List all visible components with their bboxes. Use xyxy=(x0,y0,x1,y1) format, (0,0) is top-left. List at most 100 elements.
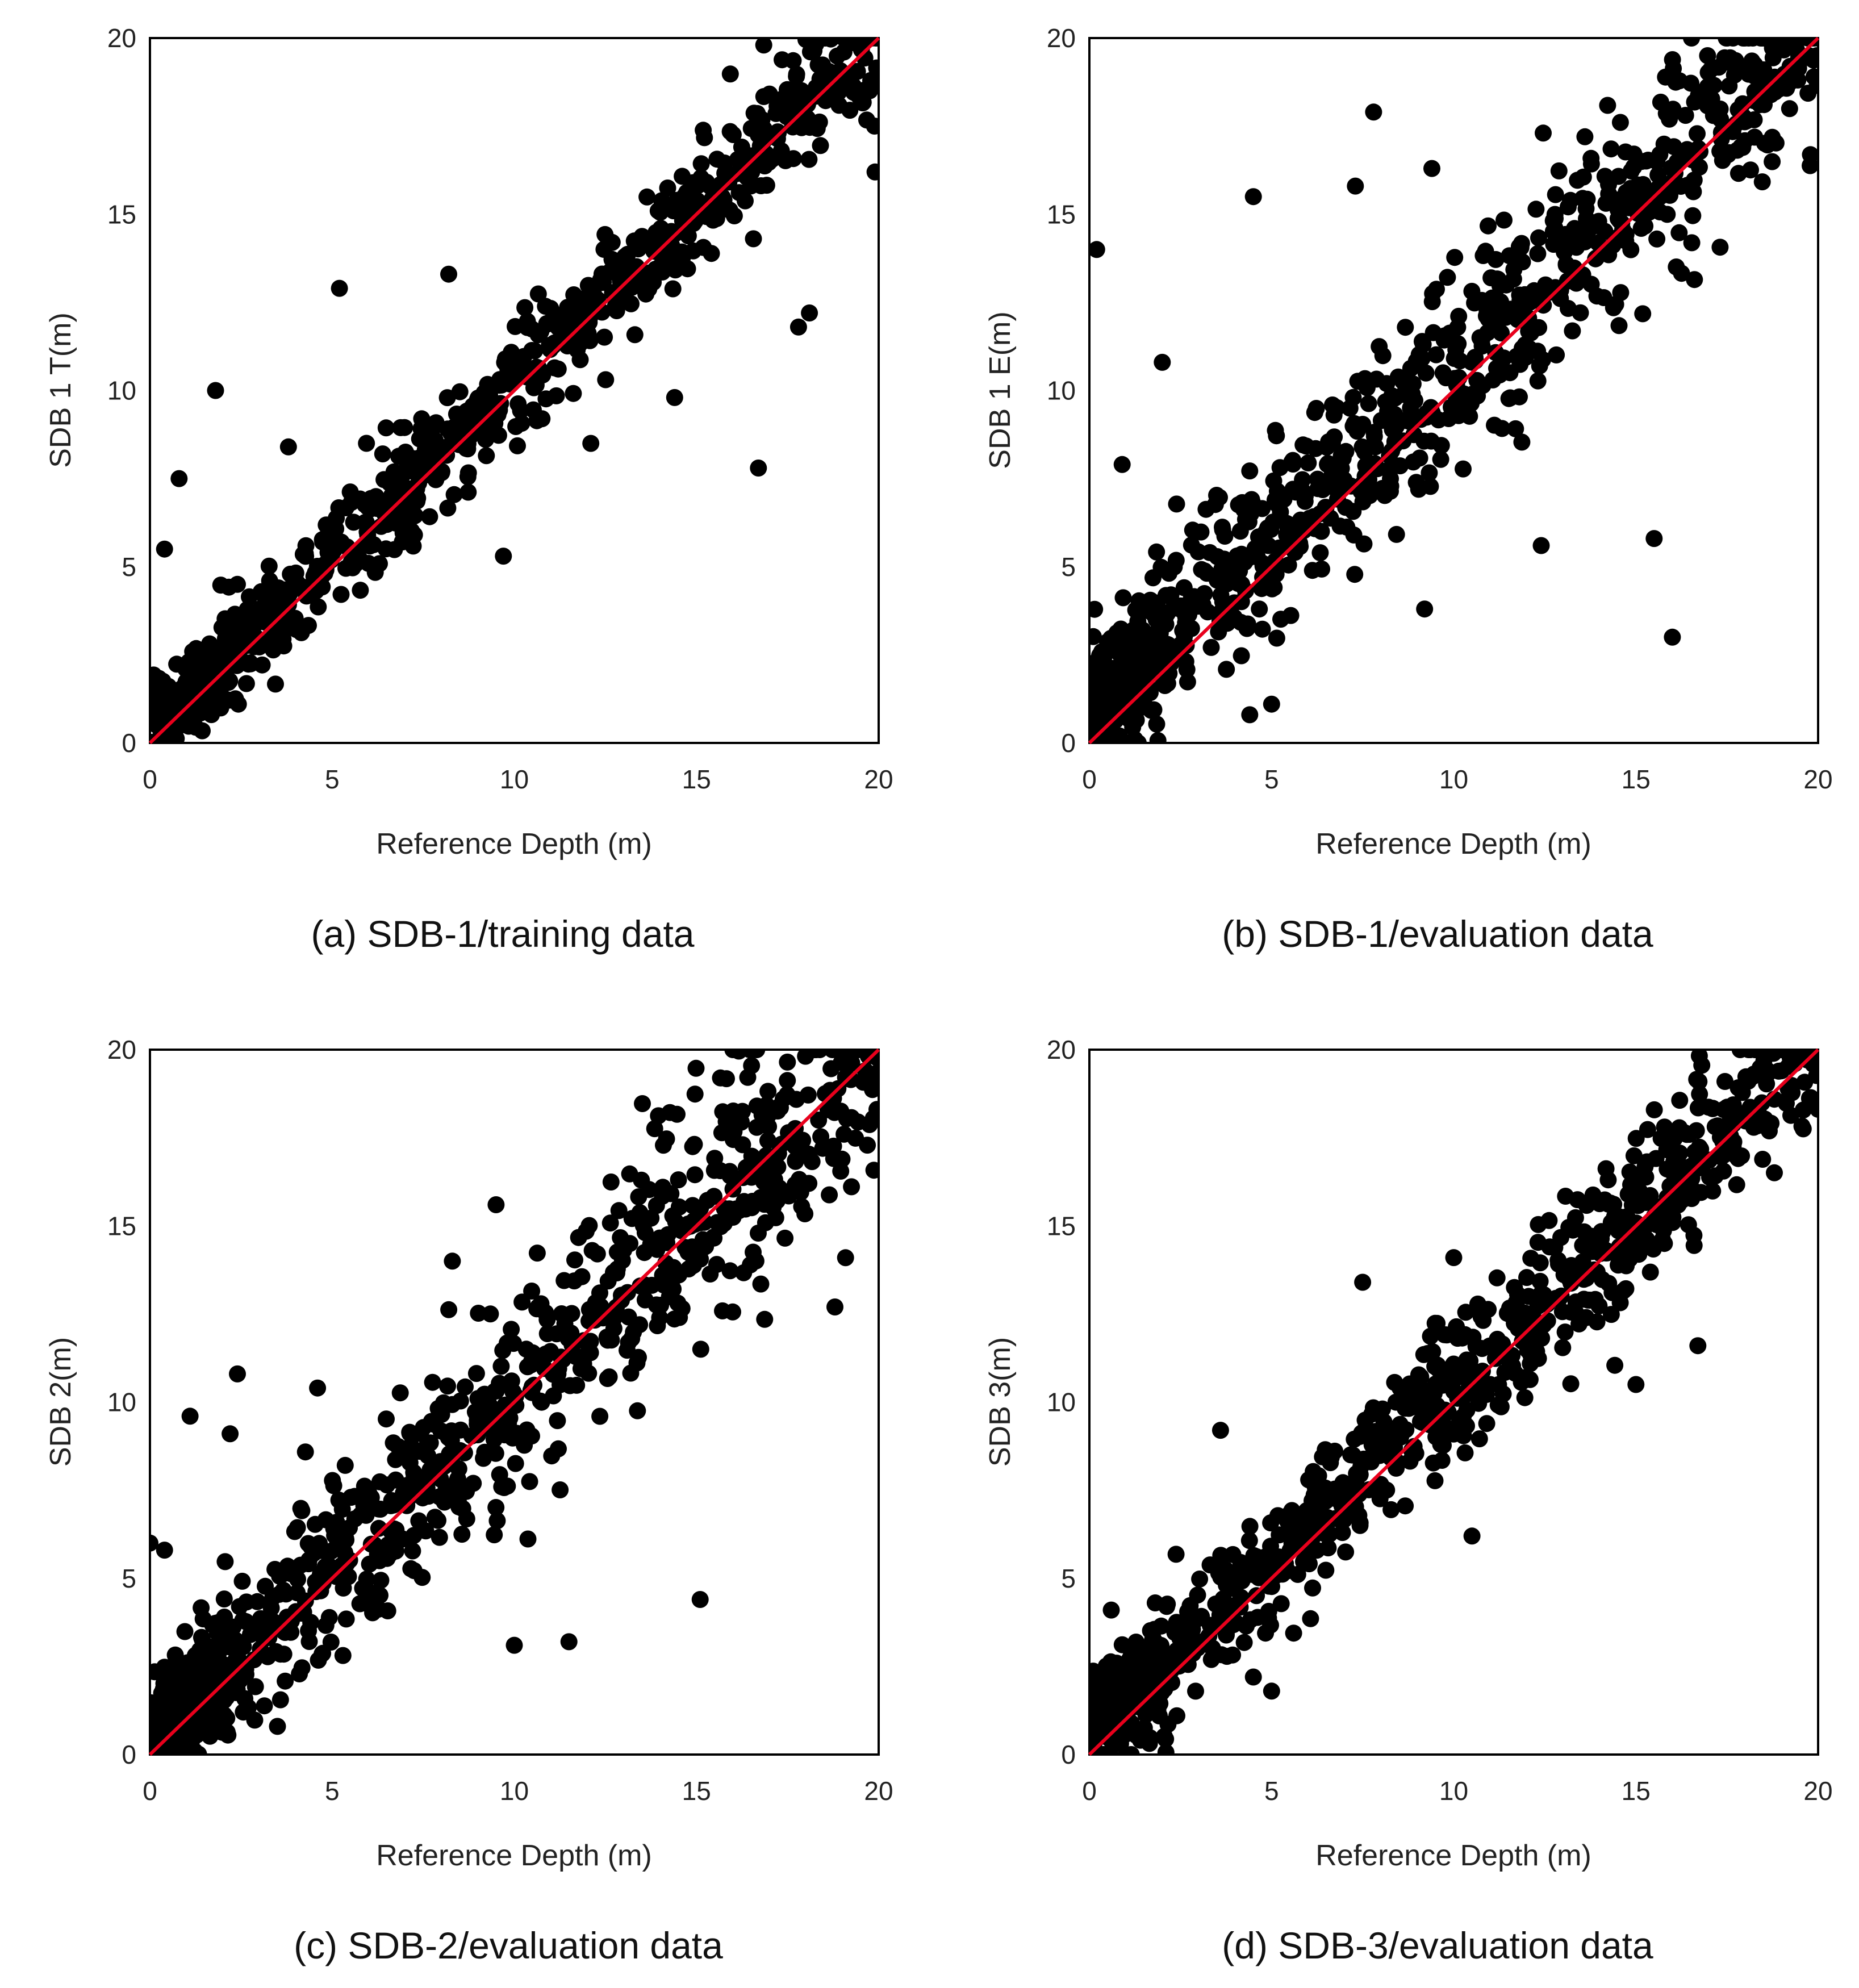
scatter-point xyxy=(1414,336,1432,353)
scatter-point xyxy=(1363,1436,1381,1454)
scatter-point xyxy=(191,1709,209,1726)
x-tick-label: 20 xyxy=(1803,765,1832,794)
scatter-point xyxy=(1582,155,1600,173)
scatter-point xyxy=(1149,732,1167,743)
scatter-point xyxy=(1394,373,1411,390)
x-tick-label: 5 xyxy=(325,765,340,794)
scatter-point xyxy=(1437,369,1455,387)
scatter-point xyxy=(378,1410,395,1428)
scatter-point xyxy=(1495,211,1513,229)
scatter-point xyxy=(1597,1160,1615,1177)
x-tick-label: 0 xyxy=(1082,765,1097,794)
scatter-point xyxy=(756,157,774,175)
scatter-point xyxy=(516,299,534,316)
scatter-point xyxy=(1686,1143,1703,1161)
scatter-point xyxy=(1242,505,1260,523)
scatter-point xyxy=(1753,173,1771,191)
scatter-point xyxy=(1471,329,1489,346)
scatter-point xyxy=(1244,188,1262,206)
scatter-point xyxy=(1560,300,1577,317)
scatter-point xyxy=(1411,1413,1429,1430)
scatter-point xyxy=(1627,1130,1645,1147)
scatter-point xyxy=(659,179,676,197)
scatter-point xyxy=(1242,1611,1259,1628)
scatter-point xyxy=(371,1586,388,1604)
scatter-point xyxy=(1432,1435,1449,1453)
scatter-point xyxy=(459,483,477,501)
scatter-point xyxy=(721,1262,739,1280)
scatter-point xyxy=(1353,438,1371,456)
scatter-point xyxy=(735,1264,753,1281)
scatter-point xyxy=(1701,1151,1718,1169)
scatter-point xyxy=(1251,600,1268,618)
scatter-point xyxy=(360,554,377,572)
scatter-point xyxy=(703,245,720,262)
scatter-point xyxy=(1435,331,1453,349)
scatter-point xyxy=(1134,621,1151,639)
scatter-point xyxy=(1280,556,1297,574)
scatter-point xyxy=(467,1365,485,1383)
scatter-point xyxy=(1351,1466,1369,1483)
reference-line xyxy=(148,1048,880,1756)
scatter-point xyxy=(469,1390,487,1408)
scatter-point xyxy=(1439,269,1456,286)
scatter-point xyxy=(1649,166,1667,184)
scatter-point xyxy=(1468,371,1486,389)
scatter-point xyxy=(816,38,834,47)
scatter-point xyxy=(1528,1343,1545,1360)
scatter-point xyxy=(1641,1187,1659,1204)
scatter-point xyxy=(1653,1231,1671,1248)
scatter-point xyxy=(1367,438,1384,456)
scatter-point xyxy=(619,1342,636,1359)
scatter-point xyxy=(1141,1729,1159,1747)
tick-labels-c: 0 5 10 15 20 0 5 10 15 20 xyxy=(107,1035,893,1806)
scatter-point xyxy=(495,548,512,565)
x-tick-label: 5 xyxy=(1264,1776,1279,1806)
scatter-point xyxy=(1319,1539,1337,1557)
scatter-point xyxy=(1438,1326,1456,1344)
chart-panel-b: 0 5 10 15 20 0 5 10 15 20 Reference Depth (m) SDB… xyxy=(984,23,1833,955)
scatter-point xyxy=(492,1358,510,1375)
scatter-point xyxy=(504,1429,521,1447)
scatter-point xyxy=(433,464,450,482)
scatter-point xyxy=(632,1277,649,1295)
scatter-point xyxy=(1145,701,1163,719)
scatter-point xyxy=(1347,177,1364,195)
scatter-point xyxy=(1531,1254,1549,1272)
scatter-point xyxy=(1724,123,1741,140)
scatter-point xyxy=(421,508,438,525)
scatter-point xyxy=(706,1150,724,1167)
scatter-point xyxy=(231,1598,248,1615)
scatter-point xyxy=(476,1443,494,1461)
scatter-point xyxy=(1507,420,1524,437)
scatter-point xyxy=(1786,68,1804,85)
scatter-point xyxy=(855,81,873,99)
scatter-point xyxy=(346,556,364,573)
y-tick-label: 15 xyxy=(1047,199,1076,229)
scatter-point xyxy=(334,1647,352,1664)
scatter-point xyxy=(1754,1151,1772,1168)
scatter-point xyxy=(170,470,188,487)
scatter-point xyxy=(229,575,246,593)
scatter-point xyxy=(1612,284,1630,302)
scatter-point xyxy=(835,38,853,47)
scatter-point xyxy=(270,1585,288,1603)
scatter-point xyxy=(1416,600,1434,618)
scatter-point xyxy=(1262,1617,1279,1634)
scatter-point xyxy=(371,1473,388,1490)
scatter-point xyxy=(634,1095,651,1112)
scatter-point xyxy=(565,385,582,402)
scatter-point xyxy=(1422,478,1439,495)
scatter-point xyxy=(1550,162,1568,179)
scatter-point xyxy=(220,691,238,709)
scatter-point xyxy=(1295,1553,1312,1571)
scatter-point xyxy=(1461,1363,1478,1380)
scatter-point xyxy=(1407,474,1425,491)
scatter-point xyxy=(670,1171,687,1189)
scatter-point xyxy=(1636,218,1654,235)
scatter-point xyxy=(692,155,710,173)
scatter-point xyxy=(207,1615,224,1632)
scatter-point xyxy=(358,435,375,452)
scatter-point xyxy=(282,565,299,583)
scatter-point xyxy=(1218,1596,1236,1614)
